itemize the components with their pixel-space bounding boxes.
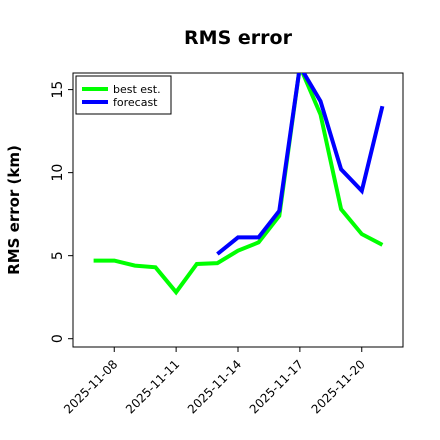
y-tick-label: 5	[50, 251, 66, 260]
x-tick-label: 2025-11-17	[247, 357, 306, 416]
y-tick-label: 15	[50, 81, 66, 99]
legend-box	[75, 75, 172, 115]
y-axis-label: RMS error (km)	[5, 145, 23, 275]
x-tick-label: 2025-11-11	[123, 357, 182, 416]
chart-title: RMS error	[184, 27, 293, 49]
y-axis-ticks: 0 5 10 15	[50, 81, 73, 343]
y-tick-label: 0	[50, 334, 66, 343]
legend-label: forecast	[113, 96, 158, 109]
legend-label: best est.	[113, 83, 161, 96]
x-tick-label: 2025-11-20	[309, 357, 368, 416]
y-tick-label: 10	[50, 164, 66, 182]
legend: best est.forecast	[75, 75, 172, 115]
x-tick-label: 2025-11-14	[185, 357, 244, 416]
x-axis-ticks: 2025-11-08 2025-11-11 2025-11-14 2025-11-17…	[61, 347, 368, 416]
series-layer	[93, 73, 385, 296]
series-line-best-est	[93, 73, 384, 296]
series-line-forecast	[216, 73, 385, 256]
x-tick-label: 2025-11-08	[61, 357, 120, 416]
